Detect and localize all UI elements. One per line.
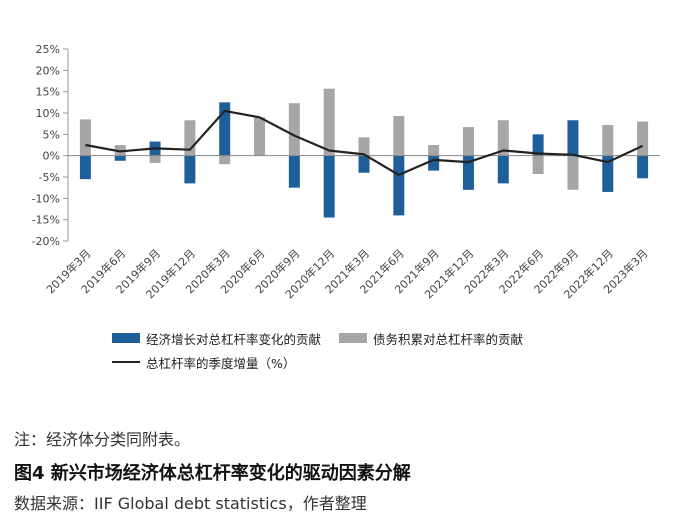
- legend-label-debt: 债务积累对总杠杆率的贡献: [373, 331, 524, 347]
- bar-growth-contribution: [567, 120, 579, 156]
- bar-growth-contribution: [532, 134, 544, 156]
- bar-debt-contribution: [497, 120, 509, 156]
- legend-item-line: 总杠杆率的季度增量（%）: [112, 353, 295, 372]
- legend: 经济增长对总杠杆率变化的贡献 债务积累对总杠杆率的贡献 总杠杆率的季度增量（%）: [112, 326, 541, 374]
- bar-growth-contribution: [393, 155, 405, 216]
- bar-debt-contribution: [428, 145, 440, 156]
- legend-swatch-growth: [112, 333, 140, 343]
- legend-label-growth: 经济增长对总杠杆率变化的贡献: [146, 331, 322, 347]
- y-tick-label: 5%: [43, 128, 60, 141]
- y-tick-label: -20%: [32, 235, 60, 248]
- bar-debt-contribution: [288, 103, 300, 156]
- y-tick-label: 15%: [36, 86, 60, 99]
- bar-debt-contribution: [602, 124, 614, 156]
- bar-debt-contribution: [637, 121, 649, 156]
- bar-growth-contribution: [288, 155, 300, 188]
- bar-debt-contribution: [532, 155, 544, 175]
- y-tick-label: 25%: [36, 43, 60, 56]
- x-axis: 2019年3月2019年6月2019年9月2019年12月2020年3月2020…: [43, 246, 650, 301]
- bar-debt-contribution: [184, 120, 196, 156]
- y-tick-label: -15%: [32, 214, 60, 227]
- bar-growth-contribution: [358, 155, 370, 173]
- chart: -20% -15% -10% -5% 0% 5% 10% 15% 20% 25% 2019年3月2…: [32, 43, 660, 301]
- bar-growth-contribution: [462, 155, 474, 190]
- legend-label-line: 总杠杆率的季度增量（%）: [146, 355, 296, 371]
- bar-debt-contribution: [358, 137, 370, 156]
- bar-growth-contribution: [79, 155, 91, 180]
- y-tick-label: 20%: [36, 64, 60, 77]
- line-quarterly-increment: [85, 109, 644, 176]
- bar-debt-contribution: [219, 155, 231, 165]
- figure-title: 图4 新兴市场经济体总杠杆率变化的驱动因素分解: [14, 463, 411, 484]
- bar-debt-contribution: [149, 155, 161, 163]
- bar-growth-contribution: [497, 155, 509, 184]
- legend-item-debt: 债务积累对总杠杆率的贡献: [339, 329, 523, 348]
- bar-growth-contribution: [219, 102, 231, 156]
- bar-debt-contribution: [567, 155, 579, 190]
- legend-swatch-debt: [339, 333, 368, 343]
- bar-debt-contribution: [79, 119, 91, 156]
- legend-item-growth: 经济增长对总杠杆率变化的贡献: [112, 329, 321, 348]
- y-tick-label: -5%: [39, 171, 60, 184]
- bar-growth-contribution: [602, 155, 614, 192]
- bar-growth-contribution: [428, 155, 440, 171]
- bar-debt-contribution: [323, 88, 335, 156]
- y-tick-label: -10%: [32, 192, 60, 205]
- bar-debt-contribution: [254, 117, 266, 156]
- bar-growth-contribution: [637, 155, 649, 179]
- bar-growth-contribution: [184, 155, 196, 184]
- legend-swatch-line: [112, 361, 140, 363]
- bar-debt-contribution: [462, 127, 474, 156]
- y-tick-label: 10%: [36, 107, 60, 120]
- bars: [79, 88, 649, 218]
- bar-growth-contribution: [323, 155, 335, 218]
- y-tick-label: 0%: [43, 150, 60, 163]
- source-text: 数据来源：IIF Global debt statistics，作者整理: [14, 494, 367, 513]
- bar-growth-contribution: [114, 155, 126, 161]
- bar-debt-contribution: [393, 115, 405, 156]
- quarterly-increment-line: [85, 109, 644, 176]
- y-axis: -20% -15% -10% -5% 0% 5% 10% 15% 20% 25%: [32, 43, 69, 248]
- note: 注：经济体分类同附表。: [14, 430, 191, 449]
